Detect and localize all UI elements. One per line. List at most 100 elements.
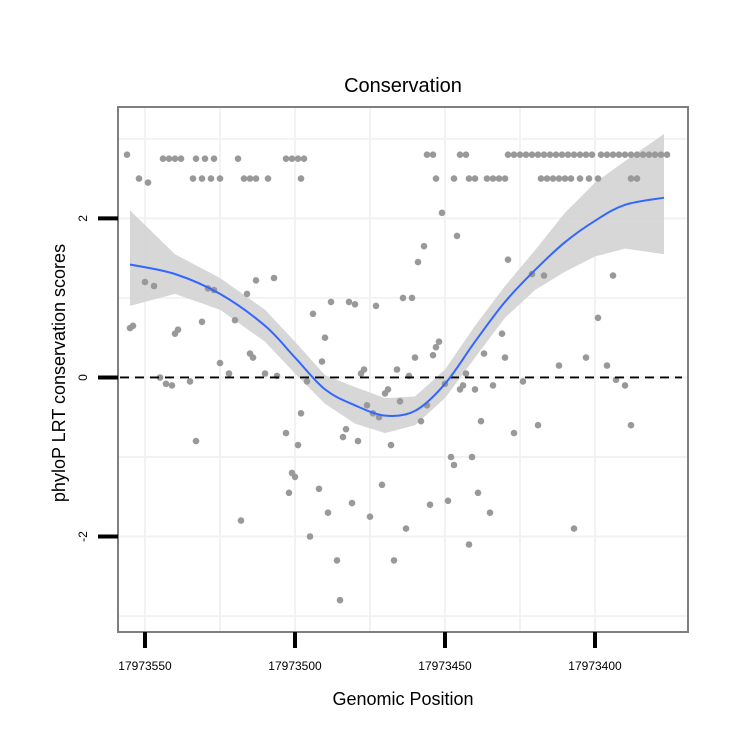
data-point [399,294,407,302]
data-point [303,378,311,385]
data-point [393,366,401,373]
data-point [582,354,590,361]
data-point [201,155,209,162]
data-point [192,437,200,445]
data-point [489,175,497,182]
data-point [498,330,506,338]
x-tick-label: 17973450 [418,659,472,673]
y-axis-label: phyloP LRT conservation scores [49,244,69,502]
data-point [432,343,440,351]
data-point [291,473,299,481]
data-point [189,175,197,182]
data-point [537,175,545,182]
data-point [459,382,467,389]
x-tick-label: 17973400 [568,659,622,673]
data-point [489,382,497,389]
x-tick-label: 17973550 [118,659,172,673]
smooth-curve [129,196,665,418]
data-point [156,374,164,381]
data-point [123,151,131,158]
data-point [234,155,242,162]
data-point [129,322,137,330]
data-point [192,155,200,162]
data-point [360,366,368,373]
data-point [465,175,473,182]
data-point [480,350,488,357]
data-point [240,175,248,182]
y-axis-ticks: -2 0 2 [76,215,118,542]
data-point [522,151,530,158]
data-point [429,351,437,359]
data-point [294,441,302,449]
data-point [423,151,431,158]
data-point [225,370,233,377]
data-point [282,429,290,437]
data-point [372,302,380,310]
data-point [408,294,416,302]
data-point [297,410,305,417]
data-point [471,386,479,393]
data-point [144,179,152,186]
data-point [159,155,167,162]
data-point [657,151,665,158]
data-point [603,362,611,369]
data-point [576,175,584,182]
data-point [495,175,503,182]
data-point [504,256,512,264]
data-point [174,326,182,334]
data-point [417,417,425,425]
data-point [627,175,635,182]
y-tick-label: -2 [76,531,90,542]
data-point [504,151,512,158]
y-tick-label: 0 [76,374,90,381]
data-point [456,151,464,158]
smooth-line [129,196,665,418]
data-point [207,175,215,182]
data-point [177,155,185,162]
data-point [402,525,410,532]
data-point [351,301,359,308]
data-point [396,398,404,405]
data-point [474,489,482,497]
data-point [414,258,422,266]
data-point [438,209,446,217]
data-point [282,155,290,162]
data-point [306,533,314,540]
data-points [123,151,671,604]
data-point [540,272,548,279]
data-point [336,596,344,604]
data-point [354,437,362,445]
data-point [546,151,554,158]
data-point [261,370,269,377]
data-point [285,489,293,497]
data-point [633,151,641,158]
data-point [270,274,278,282]
data-point [429,151,437,158]
data-point [621,151,629,158]
data-point [363,402,371,409]
data-point [585,175,593,182]
data-point [519,378,527,385]
data-point [444,497,452,505]
data-point [150,282,158,290]
data-point [594,314,602,322]
data-point [345,298,353,306]
chart-title: Conservation [344,75,462,97]
data-point [549,175,557,182]
data-point [609,151,617,158]
data-point [534,421,542,429]
data-point [348,499,356,507]
data-point [327,298,335,306]
data-point [297,175,305,182]
data-point [411,354,419,361]
data-point [324,509,332,516]
data-point [621,382,629,389]
data-point [510,151,518,158]
data-point [516,151,524,158]
data-point [171,155,179,162]
data-point [462,370,470,377]
data-point [237,517,245,524]
data-point [168,382,176,389]
data-point [366,513,374,520]
